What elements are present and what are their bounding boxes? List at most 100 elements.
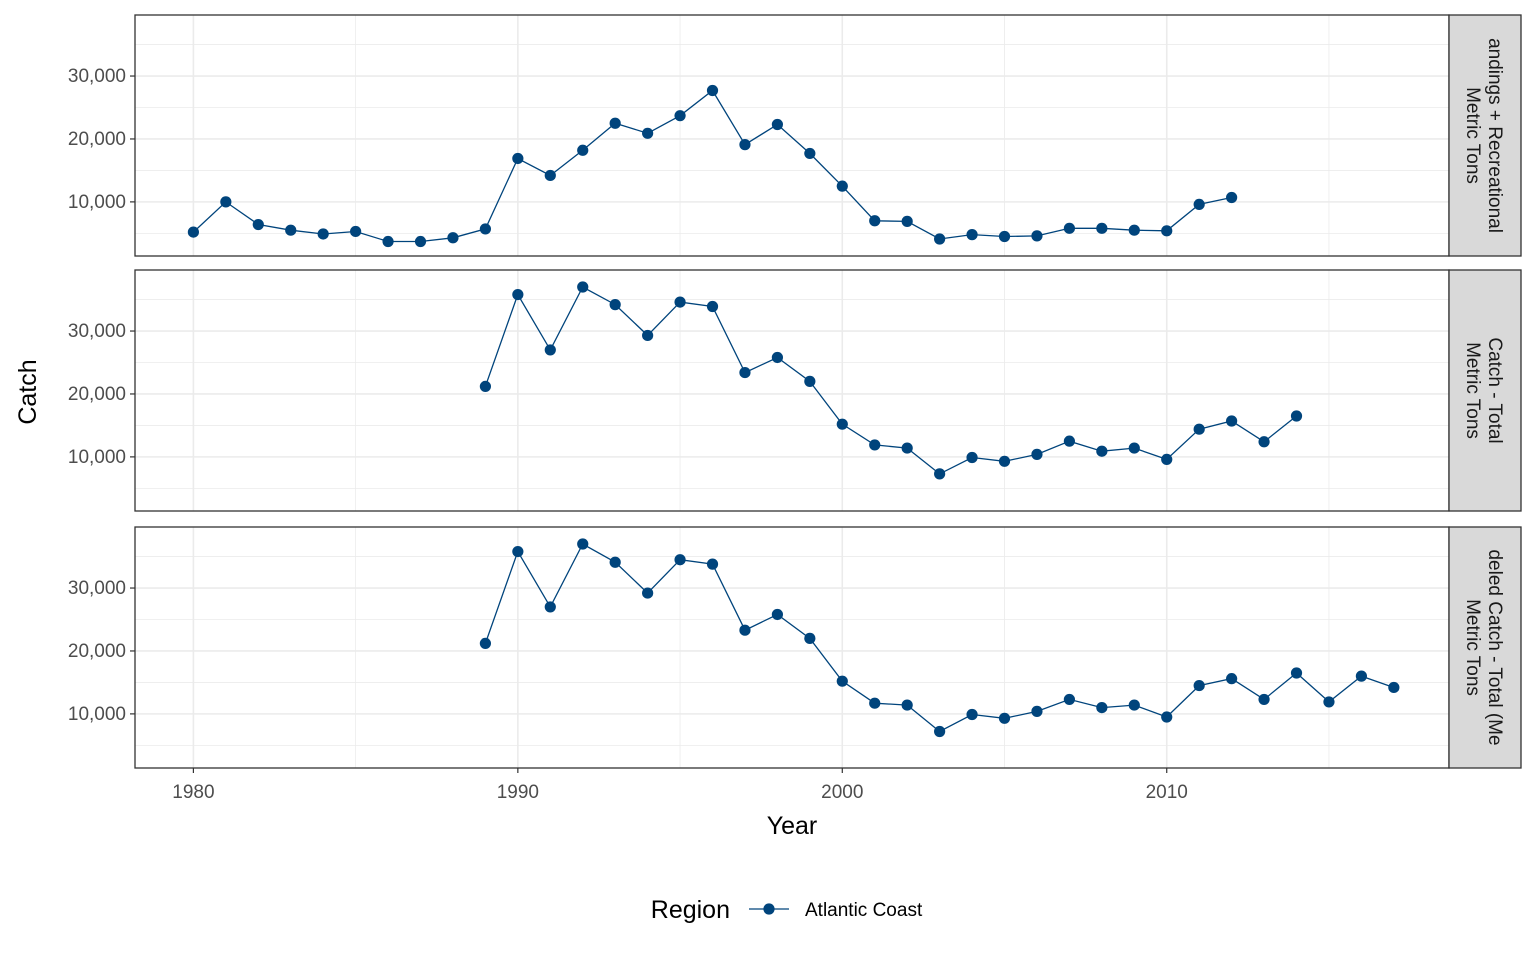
data-point: [1193, 198, 1205, 211]
data-point: [1290, 667, 1303, 679]
data-point: [706, 84, 719, 97]
legend: Region Atlantic Coast: [651, 896, 923, 924]
data-point: [642, 127, 654, 139]
data-point: [998, 455, 1011, 467]
data-point: [382, 235, 394, 248]
data-point: [869, 439, 881, 451]
chart-panels: 10,000 20,000 30,000 andings + Recreational…: [68, 14, 1522, 769]
data-point: [1193, 679, 1205, 692]
data-point: [934, 468, 946, 480]
data-point: [966, 708, 978, 721]
data-point: [739, 366, 751, 379]
data-point: [1096, 445, 1108, 457]
data-point: [609, 117, 621, 129]
data-point: [1355, 670, 1367, 682]
data-point: [674, 296, 686, 308]
panel-3: 10,000 20,000 30,000 deled Catch - Total (M…: [68, 526, 1522, 769]
data-point: [1031, 705, 1043, 717]
y-tick-label: 10,000: [68, 192, 126, 213]
data-point: [447, 232, 459, 244]
y-tick-label: 30,000: [68, 66, 126, 87]
data-point: [544, 169, 556, 182]
y-tick-label: 10,000: [68, 447, 126, 468]
strip-background: [1448, 14, 1522, 257]
data-point: [1031, 448, 1043, 460]
data-point: [934, 233, 946, 245]
data-point: [1031, 230, 1043, 242]
data-point: [1063, 222, 1075, 234]
data-point: [674, 554, 686, 566]
panel-background: [135, 15, 1449, 256]
strip-label-line: deled Catch - Total (Me: [1484, 549, 1505, 745]
data-point: [674, 110, 686, 122]
data-point: [317, 228, 329, 240]
data-point: [1128, 699, 1140, 711]
panel-background: [135, 270, 1449, 511]
data-point: [836, 180, 848, 192]
data-point: [1063, 693, 1075, 706]
data-point: [1161, 711, 1173, 723]
data-point: [220, 196, 232, 208]
data-point: [577, 281, 589, 293]
y-tick-label: 30,000: [68, 578, 126, 599]
data-point: [512, 288, 524, 301]
y-tick-label: 20,000: [68, 641, 126, 662]
data-point: [1193, 423, 1205, 435]
data-point: [1128, 224, 1140, 236]
data-point: [836, 675, 848, 687]
y-tick-label: 30,000: [68, 321, 126, 342]
legend-key-marker: [763, 903, 775, 915]
data-point: [642, 587, 654, 599]
data-point: [998, 712, 1011, 724]
data-point: [1096, 222, 1108, 234]
data-point: [706, 300, 719, 313]
data-point: [609, 556, 621, 568]
data-point: [706, 558, 719, 570]
data-point: [512, 545, 524, 558]
data-point: [1063, 435, 1075, 447]
panel-1: 10,000 20,000 30,000 andings + Recreational…: [68, 14, 1522, 257]
data-point: [1226, 673, 1238, 685]
data-point: [901, 442, 913, 454]
data-point: [998, 230, 1011, 243]
strip-background: [1448, 526, 1522, 769]
data-point: [544, 344, 556, 356]
data-point: [966, 229, 978, 241]
data-point: [934, 725, 946, 738]
data-point: [1226, 191, 1238, 204]
x-tick-label: 2010: [1146, 782, 1188, 803]
legend-entry-atlantic-coast: Atlantic Coast: [805, 900, 923, 921]
data-point: [869, 215, 881, 227]
data-point: [1258, 693, 1270, 706]
data-point: [1096, 701, 1108, 714]
data-point: [642, 329, 654, 342]
data-point: [901, 215, 913, 227]
data-point: [1323, 696, 1335, 708]
strip-label-line: Metric Tons: [1462, 599, 1483, 696]
data-point: [739, 139, 751, 151]
legend-title: Region: [651, 896, 730, 924]
data-point: [901, 699, 913, 711]
data-point: [414, 235, 427, 248]
x-axis-title: Year: [767, 812, 818, 840]
data-point: [1290, 410, 1303, 422]
strip-background: [1448, 269, 1522, 512]
strip-label-line: Catch - Total: [1484, 337, 1505, 443]
data-point: [285, 224, 297, 236]
data-point: [577, 538, 589, 550]
data-point: [1161, 453, 1173, 466]
data-point: [479, 223, 491, 235]
x-axis: 1980 1990 2000 2010: [172, 768, 1188, 803]
data-point: [1226, 415, 1238, 427]
strip-label-line: andings + Recreational: [1484, 38, 1505, 233]
series-line-atlantic-coast: [484, 286, 1297, 475]
data-point: [771, 351, 784, 364]
data-point: [350, 225, 362, 238]
